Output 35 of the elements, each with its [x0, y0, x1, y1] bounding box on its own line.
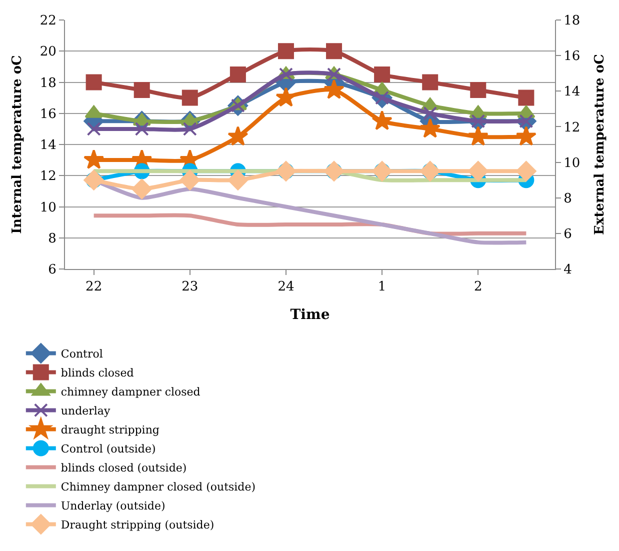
legend-label: Control (outside): [60, 442, 156, 456]
y-tick-label: 18: [40, 76, 56, 91]
y-tick-label: 6: [48, 262, 56, 278]
y2-axis-title: External temperature oC: [592, 54, 608, 235]
legend-label: Control: [60, 348, 104, 361]
legend-label: blinds closed: [60, 366, 134, 380]
y-tick-label: 20: [40, 44, 56, 60]
y-tick-label: 10: [40, 200, 56, 216]
y-axis-title: Internal temperature oC: [10, 55, 25, 234]
y2-tick-label: 10: [564, 156, 580, 171]
x-axis-title: Time: [290, 306, 330, 323]
legend-label: underlay: [60, 404, 111, 418]
x-tick-label: 22: [86, 280, 102, 295]
y2-tick-label: 12: [564, 120, 580, 136]
y2-tick-label: 18: [564, 14, 580, 29]
y2-tick-label: 4: [564, 262, 572, 278]
legend-label: draught stripping: [60, 424, 160, 437]
x-tick-label: 24: [278, 280, 294, 295]
legend-label: chimney dampner closed: [60, 386, 200, 399]
x-tick-label: 1: [378, 280, 386, 295]
legend-label: Chimney dampner closed (outside): [60, 480, 256, 494]
y-tick-label: 14: [40, 138, 56, 154]
y-tick-label: 22: [40, 14, 56, 29]
y2-tick-label: 16: [564, 49, 580, 64]
x-tick-label: 2: [474, 280, 482, 295]
x-tick-label: 23: [182, 280, 198, 295]
legend-label: Underlay (outside): [60, 500, 166, 513]
legend-label: Draught stripping (outside): [60, 518, 214, 532]
y2-tick-label: 8: [564, 191, 572, 206]
y2-tick-label: 6: [564, 226, 572, 242]
y2-tick-label: 14: [564, 84, 580, 100]
y-tick-label: 16: [40, 106, 56, 122]
y-tick-label: 8: [48, 231, 56, 246]
legend-label: blinds closed (outside): [60, 462, 187, 475]
y-tick-label: 12: [40, 169, 56, 184]
